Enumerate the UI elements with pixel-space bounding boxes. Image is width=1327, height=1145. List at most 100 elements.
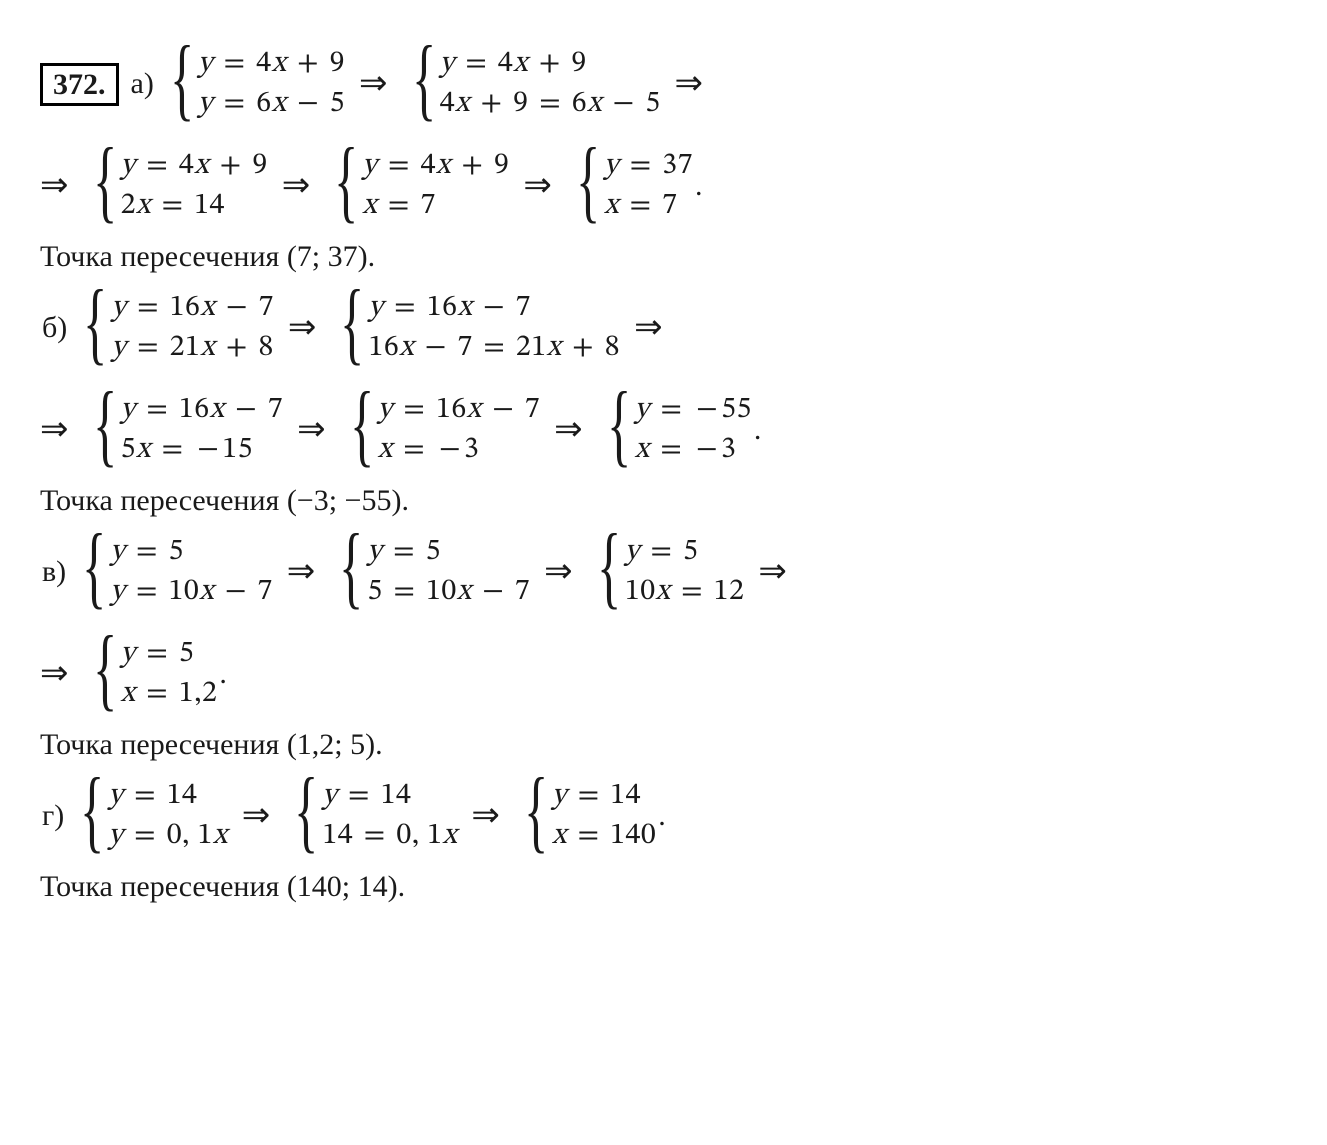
implies-arrow-icon: ⇒ <box>634 311 663 345</box>
left-brace-icon: { <box>607 388 631 460</box>
equation-stack: y = 37 x = 7 <box>604 151 693 221</box>
equation: 2x = 14 <box>121 191 268 221</box>
equation: y = 0, 1x <box>108 821 227 851</box>
equation-stack: y = 4x + 9 x = 7 <box>362 151 509 221</box>
system-brace: { y = 16x − 7 y = 21x + 8 <box>73 292 274 364</box>
implies-arrow-icon: ⇒ <box>40 169 69 203</box>
equation: x = 1,2 <box>121 679 218 709</box>
equation: y = 16x − 7 <box>121 395 283 425</box>
equation: y = 10x − 7 <box>110 577 272 607</box>
intersection-label: Точка пересечения <box>40 728 279 761</box>
system-brace: { y = 5 5 = 10x − 7 <box>329 536 530 608</box>
system-brace: { y = 37 x = 7 <box>566 150 693 222</box>
equation: y = 14 <box>552 781 656 811</box>
part-b-label: б) <box>42 313 67 343</box>
system-brace: { y = 16x − 7 x = −3 <box>340 394 541 466</box>
left-brace-icon: { <box>294 774 318 846</box>
part-g-row-1: г) { y = 14 y = 0, 1x ⇒ { y = 14 14 = 0,… <box>40 768 1287 864</box>
equation: y = 21x + 8 <box>111 333 273 363</box>
equation: y = 5 <box>121 639 218 669</box>
system-brace: { y = 14 14 = 0, 1x <box>284 780 457 852</box>
implies-arrow-icon: ⇒ <box>554 413 583 447</box>
implies-arrow-icon: ⇒ <box>675 67 704 101</box>
implies-arrow-icon: ⇒ <box>758 555 787 589</box>
equation-stack: y = 14 y = 0, 1x <box>108 781 227 851</box>
equation: y = 14 <box>322 781 457 811</box>
equation-stack: y = 5 x = 1,2 <box>121 639 218 709</box>
implies-arrow-icon: ⇒ <box>359 67 388 101</box>
left-brace-icon: { <box>597 530 621 602</box>
left-brace-icon: { <box>334 144 358 216</box>
equation-stack: y = 16x − 7 16x − 7 = 21x + 8 <box>369 293 621 363</box>
part-v-answer: Точка пересечения (1,2; 5). <box>40 730 1287 760</box>
equation: y = 4x + 9 <box>198 49 345 79</box>
part-v-row-2: ⇒ { y = 5 x = 1,2 . <box>40 626 1287 722</box>
implies-arrow-icon: ⇒ <box>242 799 271 833</box>
equation-stack: y = 5 10x = 12 <box>625 537 745 607</box>
trailing-period: . <box>658 801 666 831</box>
system-brace: { y = 4x + 9 4x + 9 = 6x − 5 <box>402 48 661 120</box>
part-b-row-1: б) { y = 16x − 7 y = 21x + 8 ⇒ { y = 16x… <box>40 280 1287 376</box>
equation-stack: y = 16x − 7 5x = −15 <box>121 395 283 465</box>
intersection-label: Точка пересечения <box>40 240 279 273</box>
left-brace-icon: { <box>340 286 364 358</box>
implies-arrow-icon: ⇒ <box>282 169 311 203</box>
equation-stack: y = 5 5 = 10x − 7 <box>367 537 530 607</box>
equation-stack: y = 14 14 = 0, 1x <box>322 781 457 851</box>
part-g-answer: Точка пересечения (140; 14). <box>40 872 1287 902</box>
equation: y = 5 <box>367 537 530 567</box>
equation: y = 4x + 9 <box>440 49 661 79</box>
intersection-label: Точка пересечения <box>40 484 279 517</box>
equation: y = 37 <box>604 151 693 181</box>
part-a-label: а) <box>131 69 154 99</box>
equation: 5x = −15 <box>121 435 283 465</box>
intersection-label: Точка пересечения <box>40 870 279 903</box>
intersection-point: (140; 14). <box>287 870 405 903</box>
equation-stack: y = 16x − 7 y = 21x + 8 <box>111 293 273 363</box>
implies-arrow-icon: ⇒ <box>40 657 69 691</box>
equation-stack: y = 4x + 9 4x + 9 = 6x − 5 <box>440 49 661 119</box>
equation: y = 6x − 5 <box>198 89 345 119</box>
system-brace: { y = 5 x = 1,2 <box>83 638 218 710</box>
equation: 10x = 12 <box>625 577 745 607</box>
implies-arrow-icon: ⇒ <box>544 555 573 589</box>
left-brace-icon: { <box>411 42 435 114</box>
part-g-label: г) <box>42 801 64 831</box>
equation-stack: y = 16x − 7 x = −3 <box>378 395 540 465</box>
system-brace: { y = 4x + 9 x = 7 <box>324 150 509 222</box>
part-b-row-2: ⇒ { y = 16x − 7 5x = −15 ⇒ { y = 16x − 7… <box>40 382 1287 478</box>
implies-arrow-icon: ⇒ <box>471 799 500 833</box>
part-v-row-1: в) { y = 5 y = 10x − 7 ⇒ { y = 5 5 = 10x… <box>40 524 1287 620</box>
equation: y = 4x + 9 <box>121 151 268 181</box>
equation: 5 = 10x − 7 <box>367 577 530 607</box>
system-brace: { y = 16x − 7 5x = −15 <box>83 394 284 466</box>
equation: y = 5 <box>110 537 272 567</box>
left-brace-icon: { <box>170 42 194 114</box>
equation: y = 16x − 7 <box>369 293 621 323</box>
left-brace-icon: { <box>82 530 106 602</box>
intersection-point: (−3; −55). <box>287 484 409 517</box>
implies-arrow-icon: ⇒ <box>40 413 69 447</box>
equation: 16x − 7 = 21x + 8 <box>369 333 621 363</box>
left-brace-icon: { <box>576 144 600 216</box>
system-brace: { y = 5 10x = 12 <box>587 536 745 608</box>
intersection-point: (7; 37). <box>287 240 375 273</box>
left-brace-icon: { <box>524 774 548 846</box>
equation: x = −3 <box>378 435 540 465</box>
implies-arrow-icon: ⇒ <box>288 311 317 345</box>
equation: y = 16x − 7 <box>378 395 540 425</box>
equation: x = 140 <box>552 821 656 851</box>
system-brace: { y = 5 y = 10x − 7 <box>72 536 273 608</box>
equation: 14 = 0, 1x <box>322 821 457 851</box>
left-brace-icon: { <box>80 774 104 846</box>
trailing-period: . <box>219 659 227 689</box>
equation-stack: y = −55 x = −3 <box>635 395 752 465</box>
equation-stack: y = 5 y = 10x − 7 <box>110 537 272 607</box>
equation: y = 4x + 9 <box>362 151 509 181</box>
trailing-period: . <box>695 171 703 201</box>
equation-stack: y = 4x + 9 y = 6x − 5 <box>198 49 345 119</box>
equation-stack: y = 14 x = 140 <box>552 781 656 851</box>
part-a-answer: Точка пересечения (7; 37). <box>40 242 1287 272</box>
left-brace-icon: { <box>92 632 116 704</box>
system-brace: { y = 14 y = 0, 1x <box>70 780 227 852</box>
